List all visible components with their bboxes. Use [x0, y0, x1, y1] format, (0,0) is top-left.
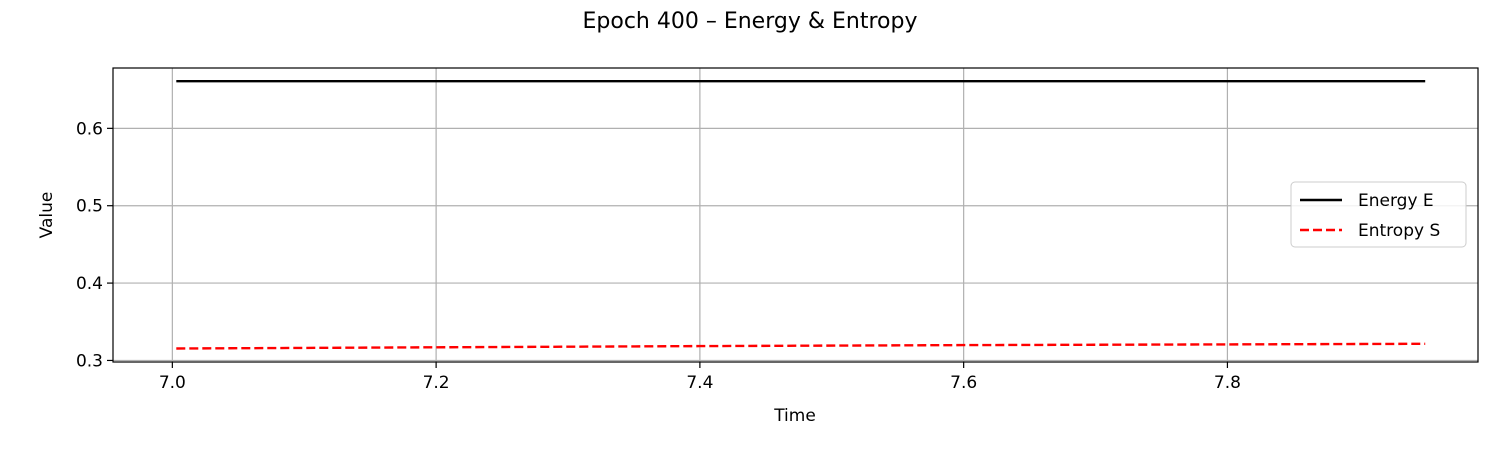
legend: Energy E Entropy S	[1290, 181, 1467, 248]
x-tick-label: 7.6	[950, 373, 977, 393]
x-axis: 7.0 7.2 7.4 7.6 7.8	[159, 362, 1241, 393]
y-tick-label: 0.6	[76, 119, 103, 139]
series-line-entropy	[176, 342, 1426, 350]
plot-frame	[112, 67, 1479, 363]
x-axis-label: Time	[773, 406, 816, 426]
x-tick-label: 7.8	[1214, 373, 1241, 393]
x-tick-label: 7.4	[686, 373, 713, 393]
y-tick-label: 0.4	[76, 274, 103, 294]
x-tick-label: 7.2	[423, 373, 450, 393]
grid	[113, 68, 1478, 362]
legend-label-entropy: Entropy S	[1358, 221, 1440, 241]
series-layer	[176, 79, 1426, 350]
chart-title: Epoch 400 – Energy & Entropy	[583, 9, 918, 34]
x-tick-label: 7.0	[159, 373, 186, 393]
y-axis: 0.3 0.4 0.5 0.6	[76, 119, 113, 371]
y-tick-label: 0.3	[76, 351, 103, 371]
y-axis-label: Value	[37, 192, 57, 239]
legend-label-energy: Energy E	[1358, 191, 1434, 211]
y-tick-label: 0.5	[76, 197, 103, 217]
